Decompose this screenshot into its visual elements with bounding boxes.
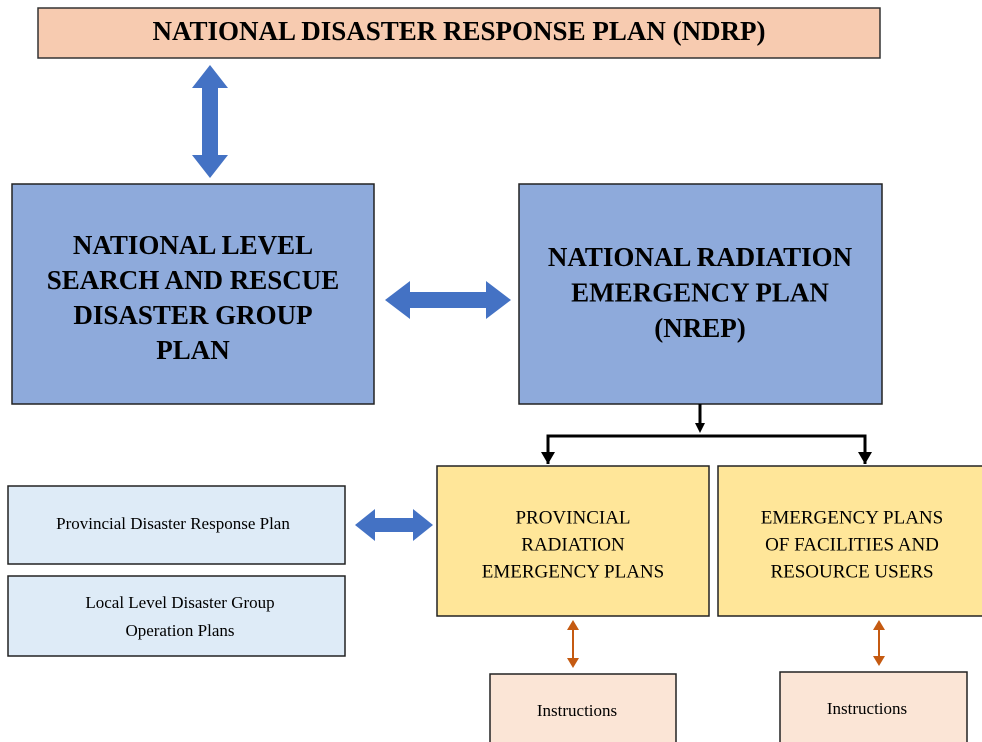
provincial-disaster-box bbox=[7, 485, 346, 565]
node-label: DISASTER GROUP bbox=[73, 300, 312, 330]
orange-arrows bbox=[567, 620, 885, 668]
ndrp-box bbox=[37, 7, 881, 59]
double-arrow bbox=[192, 65, 228, 178]
node-label: EMERGENCY PLANS bbox=[761, 507, 943, 528]
instructions-box bbox=[489, 673, 677, 742]
node-label: Provincial Disaster Response Plan bbox=[56, 514, 290, 533]
node-label: NATIONAL DISASTER RESPONSE PLAN (NDRP) bbox=[152, 16, 765, 46]
connector bbox=[546, 434, 867, 464]
instructions-box bbox=[779, 671, 968, 742]
nrep-box bbox=[518, 183, 883, 405]
node-label: Operation Plans bbox=[125, 621, 234, 640]
node-label: RADIATION bbox=[521, 534, 625, 555]
arrowhead bbox=[541, 452, 872, 464]
node-label: Instructions bbox=[827, 699, 907, 718]
labels: NATIONAL DISASTER RESPONSE PLAN (NDRP) NA… bbox=[47, 16, 944, 720]
node-label: Local Level Disaster Group bbox=[85, 593, 274, 612]
node-label: EMERGENCY PLAN bbox=[571, 278, 829, 308]
node-label: PLAN bbox=[156, 335, 230, 365]
double-arrow bbox=[355, 509, 433, 541]
provincial-radiation-box bbox=[436, 465, 710, 617]
node-label: OF FACILITIES AND bbox=[765, 534, 939, 555]
double-arrow bbox=[385, 281, 511, 319]
node-label: RESOURCE USERS bbox=[770, 561, 933, 582]
facilities-box bbox=[717, 465, 982, 617]
search-rescue-box bbox=[11, 183, 375, 405]
node-label: (NREP) bbox=[654, 313, 745, 343]
node-label: PROVINCIAL bbox=[515, 507, 630, 528]
node-label: NATIONAL LEVEL bbox=[73, 230, 313, 260]
arrows bbox=[192, 65, 885, 668]
node-label: Instructions bbox=[537, 701, 617, 720]
node-label: SEARCH AND RESCUE bbox=[47, 265, 340, 295]
node-label: NATIONAL RADIATION bbox=[548, 242, 853, 272]
boxes bbox=[7, 7, 982, 742]
local-level-box bbox=[7, 575, 346, 657]
node-label: EMERGENCY PLANS bbox=[482, 561, 664, 582]
